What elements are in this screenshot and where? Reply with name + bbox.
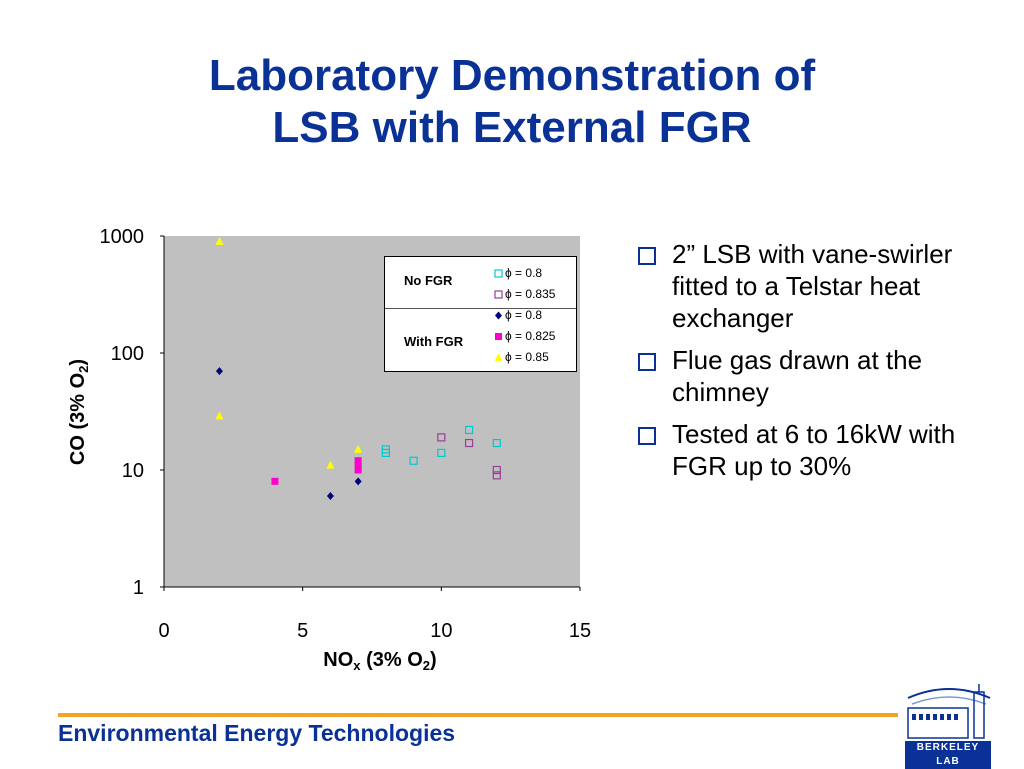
bullet-list: 2” LSB with vane-swirler fitted to a Tel… xyxy=(636,238,966,492)
data-point-diamond xyxy=(354,477,362,486)
legend-label: ϕ = 0.8 xyxy=(505,266,543,280)
slide-title: Laboratory Demonstration of LSB with Ext… xyxy=(0,50,1024,154)
legend-label: ϕ = 0.825 xyxy=(505,329,556,343)
x-tick-label: 10 xyxy=(430,620,452,642)
data-point-open-square xyxy=(381,448,390,458)
bullet-item: Flue gas drawn at the chimney xyxy=(636,344,966,408)
berkeley-lab-logo xyxy=(907,684,991,739)
square-bullet-icon xyxy=(638,427,656,445)
data-point-triangle xyxy=(354,444,363,453)
data-point-open-square xyxy=(464,425,474,435)
open-square-marker-icon xyxy=(494,290,503,299)
y-tick-label: 1 xyxy=(133,577,144,599)
triangle-marker-icon xyxy=(494,353,503,361)
data-point-open-square xyxy=(464,438,474,448)
berkeley-lab-logo-text: BERKELEY LAB xyxy=(905,741,991,769)
data-point-diamond xyxy=(326,491,334,500)
data-point-triangle xyxy=(215,236,224,245)
y-tick-label: 10 xyxy=(122,460,144,482)
data-point-open-square xyxy=(409,456,418,465)
data-point-square xyxy=(354,457,362,465)
legend-label: ϕ = 0.85 xyxy=(505,350,549,364)
data-point-square xyxy=(354,461,362,469)
data-point-open-square xyxy=(437,448,446,458)
data-point-triangle xyxy=(326,460,335,469)
x-tick-label: 0 xyxy=(158,620,169,642)
footer-divider xyxy=(58,713,898,717)
bullet-text: Flue gas drawn at the chimney xyxy=(672,345,923,407)
diamond-marker-icon xyxy=(495,311,502,320)
chart-legend: No FGR With FGR ϕ = 0.8 ϕ = 0.835 ϕ = 0.… xyxy=(384,256,577,372)
bullet-text: 2” LSB with vane-swirler fitted to a Tel… xyxy=(672,239,953,333)
x-tick-label: 5 xyxy=(297,620,308,642)
y-axis-label: CO (3% O2) xyxy=(67,359,91,465)
data-point-open-square xyxy=(492,471,501,480)
legend-label: ϕ = 0.8 xyxy=(505,308,543,322)
data-point-open-square xyxy=(492,438,501,448)
y-tick-label: 1000 xyxy=(100,226,145,248)
bullet-item: Tested at 6 to 16kW with FGR up to 30% xyxy=(636,418,966,482)
title-line-1: Laboratory Demonstration of xyxy=(208,51,816,100)
legend-label: ϕ = 0.835 xyxy=(505,287,556,301)
data-point-open-square xyxy=(437,433,446,442)
x-axis-label: NOx (3% O2) xyxy=(323,649,436,673)
axes xyxy=(163,236,580,588)
legend-group-with-fgr: With FGR xyxy=(404,334,464,349)
x-tick-label: 15 xyxy=(569,620,591,642)
legend-group-no-fgr: No FGR xyxy=(404,273,453,288)
data-point-square xyxy=(354,466,362,474)
data-point-diamond xyxy=(215,367,223,376)
square-bullet-icon xyxy=(638,353,656,371)
open-square-marker-icon xyxy=(494,269,503,278)
legend-divider xyxy=(385,308,576,309)
bullet-item: 2” LSB with vane-swirler fitted to a Tel… xyxy=(636,238,966,334)
footer-title: Environmental Energy Technologies xyxy=(58,720,456,746)
bullet-text: Tested at 6 to 16kW with FGR up to 30% xyxy=(672,419,956,481)
y-tick-label: 100 xyxy=(111,343,144,365)
square-bullet-icon xyxy=(638,247,656,265)
data-point-triangle xyxy=(215,411,224,420)
data-point-open-square xyxy=(492,465,501,475)
square-marker-icon xyxy=(495,333,502,340)
title-line-2: LSB with External FGR xyxy=(272,103,752,152)
data-point-square xyxy=(271,477,279,485)
